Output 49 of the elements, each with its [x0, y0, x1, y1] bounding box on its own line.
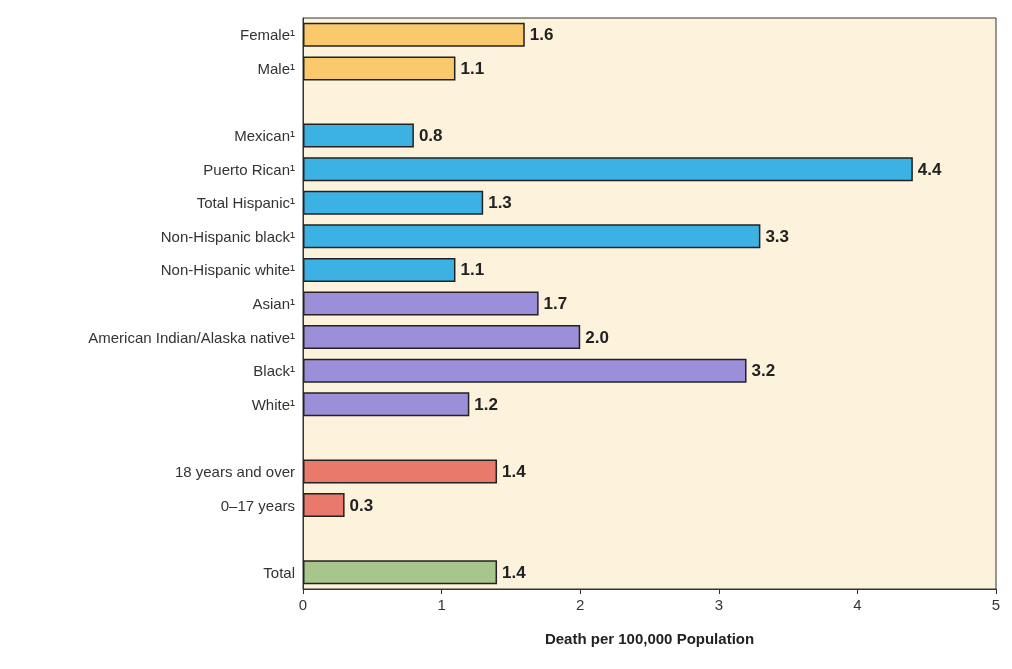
- data-label: 1.6: [529, 25, 554, 45]
- bar: [303, 257, 456, 282]
- data-label: 4.4: [917, 159, 943, 179]
- data-label: 1.1: [460, 58, 485, 78]
- data-label: 3.2: [751, 361, 776, 381]
- bar: [303, 123, 414, 148]
- bar: [303, 22, 525, 47]
- y-tick-label: Female¹: [239, 26, 295, 44]
- data-label: 1.4: [502, 562, 527, 582]
- data-label: 1.2: [474, 394, 498, 414]
- x-tick-label: 4: [853, 596, 862, 613]
- y-tick-label: 18 years and over: [174, 462, 295, 480]
- y-tick-label: 0–17 years: [220, 496, 295, 514]
- bar: [303, 190, 484, 215]
- y-tick-label: Mexican¹: [234, 127, 295, 145]
- x-tick-label: 5: [991, 596, 1001, 613]
- x-tick-label: 3: [714, 596, 723, 613]
- y-tick-label: White¹: [251, 395, 295, 413]
- data-label: 0.3: [349, 495, 374, 515]
- y-tick-label: Total: [263, 563, 295, 581]
- y-tick-label: Puerto Rican¹: [203, 160, 295, 178]
- bar: [303, 56, 456, 81]
- data-label: 1.4: [502, 461, 527, 481]
- y-tick-label: American Indian/Alaska native¹: [88, 328, 295, 346]
- y-tick-label: Male¹: [257, 59, 295, 77]
- bar: [303, 224, 761, 249]
- y-tick-label: Non-Hispanic white¹: [160, 261, 295, 279]
- x-axis-title: Death per 100,000 Population: [544, 630, 755, 647]
- bar: [303, 459, 498, 484]
- y-tick-label: Total Hispanic¹: [196, 194, 295, 212]
- x-tick-label: 2: [576, 596, 585, 613]
- bar: [303, 325, 581, 350]
- y-tick-label: Asian¹: [252, 295, 295, 312]
- bar: [303, 358, 747, 383]
- x-tick-label: 0: [298, 596, 308, 613]
- y-tick-label: Non-Hispanic black¹: [160, 227, 295, 245]
- data-label: 1.3: [488, 193, 512, 213]
- bar: [303, 560, 498, 585]
- data-label: 1.7: [543, 294, 568, 313]
- bar: [303, 392, 470, 417]
- bar: [303, 157, 913, 182]
- bar: [303, 291, 539, 316]
- data-label: 3.3: [765, 226, 790, 246]
- x-tick-label: 1: [437, 596, 446, 613]
- y-tick-label: Black¹: [253, 362, 295, 380]
- data-label: 2.0: [585, 327, 609, 347]
- data-label: 1.1: [460, 260, 485, 280]
- bar: [303, 493, 345, 518]
- data-label: 0.8: [418, 126, 443, 146]
